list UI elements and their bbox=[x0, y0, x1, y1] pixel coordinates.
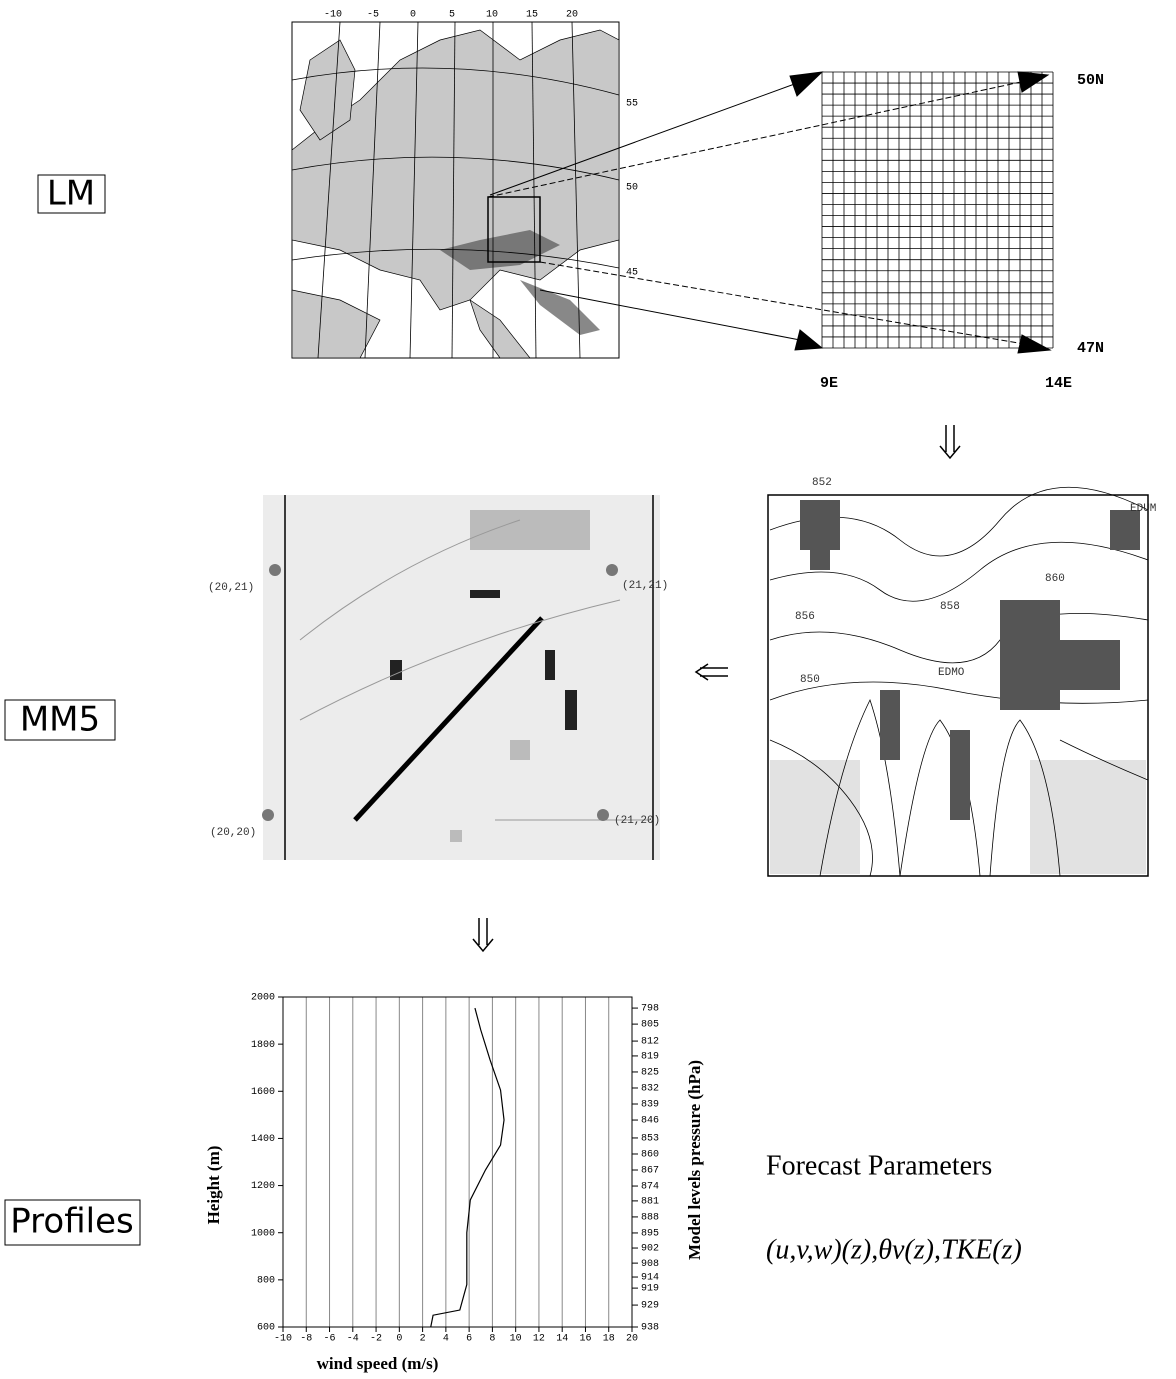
flow-arrow bbox=[473, 918, 493, 951]
y2-axis-label: Model levels pressure (hPa) bbox=[685, 1060, 704, 1260]
flow-arrow bbox=[696, 664, 728, 680]
x-tick-label: 2 bbox=[420, 1334, 426, 1345]
x-tick-label: 8 bbox=[489, 1334, 495, 1345]
lat-label: 50 bbox=[626, 183, 638, 194]
x-tick-label: -8 bbox=[300, 1334, 312, 1345]
station-label: 860 bbox=[1045, 573, 1065, 585]
x-tick-label: 20 bbox=[626, 1334, 638, 1345]
y2-tick-label: 839 bbox=[641, 1100, 659, 1111]
y-axis-label: Height (m) bbox=[204, 1146, 223, 1225]
y-tick-label: 2000 bbox=[251, 993, 275, 1004]
lon-label: 0 bbox=[410, 10, 416, 21]
y2-tick-label: 888 bbox=[641, 1213, 659, 1224]
y2-tick-label: 853 bbox=[641, 1134, 659, 1145]
y2-tick-label: 867 bbox=[641, 1166, 659, 1177]
y2-tick-label: 825 bbox=[641, 1068, 659, 1079]
grid-label: 47N bbox=[1077, 340, 1104, 357]
row-label: MM5 bbox=[20, 700, 100, 740]
corner-label: (20,21) bbox=[208, 582, 254, 594]
y2-tick-label: 874 bbox=[641, 1182, 659, 1193]
y2-tick-label: 819 bbox=[641, 1052, 659, 1063]
station-label: EDMO bbox=[938, 667, 965, 679]
flow-arrow bbox=[940, 425, 960, 458]
forecast-title: Forecast Parameters bbox=[766, 1150, 992, 1181]
y-tick-label: 800 bbox=[257, 1275, 275, 1286]
y2-tick-label: 881 bbox=[641, 1197, 659, 1208]
x-tick-label: 6 bbox=[466, 1334, 472, 1345]
contour-map bbox=[768, 487, 1148, 876]
lon-label: 10 bbox=[486, 10, 498, 21]
y-tick-label: 600 bbox=[257, 1323, 275, 1334]
y2-tick-label: 805 bbox=[641, 1020, 659, 1031]
lon-label: -10 bbox=[324, 10, 342, 21]
station-label: 856 bbox=[795, 611, 815, 623]
y2-tick-label: 860 bbox=[641, 1150, 659, 1161]
y-tick-label: 1800 bbox=[251, 1040, 275, 1051]
lon-label: 20 bbox=[566, 10, 578, 21]
grid-label: 9E bbox=[820, 375, 838, 392]
x-tick-label: 14 bbox=[556, 1334, 568, 1345]
x-tick-label: 4 bbox=[443, 1334, 449, 1345]
x-tick-label: 18 bbox=[603, 1334, 615, 1345]
lm-grid: 50N 47N 9E 14E bbox=[820, 72, 1104, 392]
x-tick-label: -6 bbox=[324, 1334, 336, 1345]
profile-chart: -10 -8 -6 -4 -2 0 2 4 6 8 10 12 14 16 18 20 600 800 1000 12… bbox=[204, 993, 704, 1373]
lat-label: 45 bbox=[626, 268, 638, 279]
y2-tick-label: 919 bbox=[641, 1284, 659, 1295]
lat-label: 55 bbox=[626, 99, 638, 110]
corner-label: (21,21) bbox=[622, 580, 668, 592]
profile-line bbox=[431, 1008, 504, 1327]
plot-frame bbox=[283, 997, 632, 1327]
lon-label: 5 bbox=[449, 10, 455, 21]
corner-label: (20,20) bbox=[210, 827, 256, 839]
grid-label: 14E bbox=[1045, 375, 1072, 392]
station-label: EDUM bbox=[1130, 503, 1156, 515]
station-label: 852 bbox=[812, 477, 832, 489]
page: LM MM5 Profiles -10-505101520555045 50N4… bbox=[0, 0, 1176, 1379]
forecast-formula: (u,v,w)(z),θv(z),TKE(z) bbox=[766, 1234, 1022, 1265]
station-label: 850 bbox=[800, 674, 820, 686]
grid-label: 50N bbox=[1077, 72, 1104, 89]
y2-tick-label: 938 bbox=[641, 1323, 659, 1334]
y-tick-label: 1000 bbox=[251, 1228, 275, 1239]
x-tick-label: -10 bbox=[274, 1334, 292, 1345]
y2-tick-label: 908 bbox=[641, 1259, 659, 1270]
x-tick-label: -2 bbox=[370, 1334, 382, 1345]
y2-tick-label: 812 bbox=[641, 1037, 659, 1048]
lm-map bbox=[292, 22, 619, 358]
y2-tick-label: 798 bbox=[641, 1004, 659, 1015]
x-tick-label: 12 bbox=[533, 1334, 545, 1345]
corner-label: (21,20) bbox=[614, 815, 660, 827]
x-tick-label: 16 bbox=[579, 1334, 591, 1345]
lon-label: -5 bbox=[367, 10, 379, 21]
lon-label: 15 bbox=[526, 10, 538, 21]
mm5-map bbox=[262, 495, 660, 860]
y-tick-label: 1400 bbox=[251, 1134, 275, 1145]
x-tick-label: -4 bbox=[347, 1334, 359, 1345]
y2-tick-label: 902 bbox=[641, 1244, 659, 1255]
y2-tick-label: 832 bbox=[641, 1084, 659, 1095]
row-label: LM bbox=[47, 174, 95, 214]
y2-tick-label: 895 bbox=[641, 1229, 659, 1240]
y-tick-label: 1200 bbox=[251, 1181, 275, 1192]
y2-tick-label: 914 bbox=[641, 1273, 659, 1284]
x-tick-label: 10 bbox=[510, 1334, 522, 1345]
y-tick-label: 1600 bbox=[251, 1087, 275, 1098]
y2-tick-label: 846 bbox=[641, 1116, 659, 1127]
x-axis-label: wind speed (m/s) bbox=[317, 1354, 439, 1373]
x-tick-label: 0 bbox=[396, 1334, 402, 1345]
row-label: Profiles bbox=[10, 1202, 133, 1242]
y2-tick-label: 929 bbox=[641, 1301, 659, 1312]
station-label: 858 bbox=[940, 601, 960, 613]
